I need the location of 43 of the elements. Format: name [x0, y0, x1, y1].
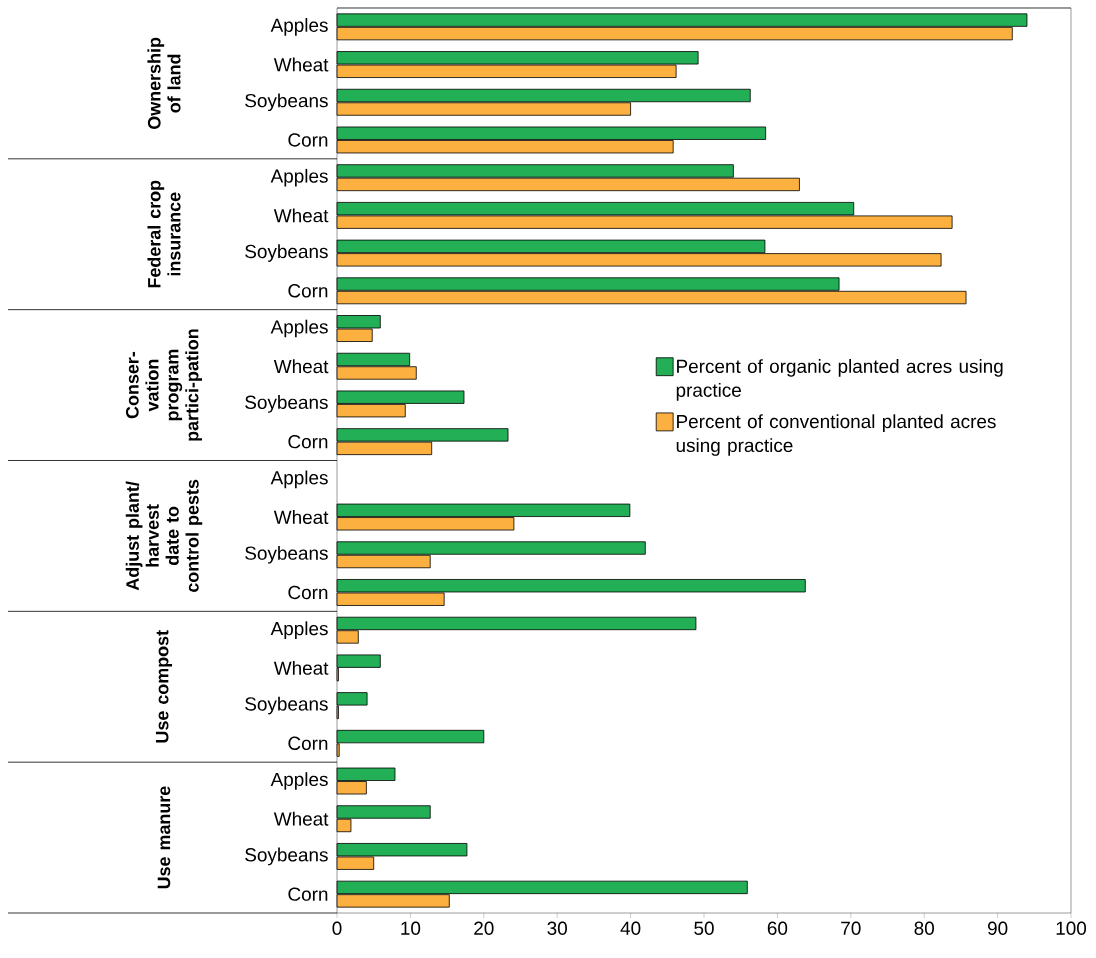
y-axis-title: Ownership of land	[147, 37, 181, 130]
x-tick-label: 50	[694, 921, 714, 935]
y-axis-title: Use compost	[155, 630, 173, 743]
y-tick-label: Apples	[270, 621, 328, 639]
y-axis-title: Conser-vation program partici-pation	[125, 329, 203, 441]
y-tick-label: Soybeans	[245, 696, 328, 715]
y-tick-label: Soybeans	[245, 847, 328, 866]
y-tick-label: Corn	[288, 736, 328, 751]
x-tick-label: 30	[547, 921, 567, 935]
y-tick-label: Apples	[270, 168, 328, 187]
y-tick-label: Wheat	[273, 208, 329, 223]
y-tick-label: Corn	[288, 434, 328, 449]
x-tick-label: 20	[474, 921, 494, 935]
y-tick-label: Apples	[270, 772, 328, 790]
x-tick-label: 60	[767, 921, 788, 935]
y-tick-label: Corn	[288, 133, 328, 147]
x-tick-label: 40	[620, 921, 641, 935]
y-tick-label: Corn	[288, 585, 328, 600]
x-tick-label: 100	[1056, 921, 1087, 935]
legend-label: Percent of conventional planted acres using practice	[676, 414, 996, 456]
y-axis-title: Use manure	[157, 786, 171, 889]
x-tick-label: 90	[987, 921, 1008, 935]
y-tick-label: Soybeans	[245, 244, 328, 262]
y-tick-label: Apples	[270, 319, 328, 338]
y-tick-label: Soybeans	[245, 93, 328, 112]
y-tick-label: Wheat	[273, 811, 329, 826]
y-axis-title: Federal crop insurance	[147, 180, 181, 288]
y-tick-label: Apples	[270, 18, 328, 36]
x-tick-label: 70	[841, 921, 861, 935]
y-tick-label: Corn	[288, 284, 328, 298]
x-tick-label: 10	[401, 921, 421, 935]
y-tick-label: Soybeans	[245, 545, 328, 564]
y-tick-label: Apples	[270, 470, 328, 489]
y-tick-label: Wheat	[273, 359, 329, 374]
y-axis-title: Adjust plant/harvest date to control pests	[125, 479, 203, 593]
legend-label: Percent of organic planted acres using practice	[676, 359, 1003, 401]
x-tick-label: 0	[332, 921, 342, 935]
x-tick-label: 80	[914, 921, 934, 935]
y-tick-label: Wheat	[273, 510, 329, 525]
y-tick-label: Wheat	[273, 57, 329, 72]
y-tick-label: Wheat	[273, 660, 329, 675]
y-tick-label: Corn	[288, 887, 328, 901]
y-tick-label: Soybeans	[245, 395, 328, 413]
